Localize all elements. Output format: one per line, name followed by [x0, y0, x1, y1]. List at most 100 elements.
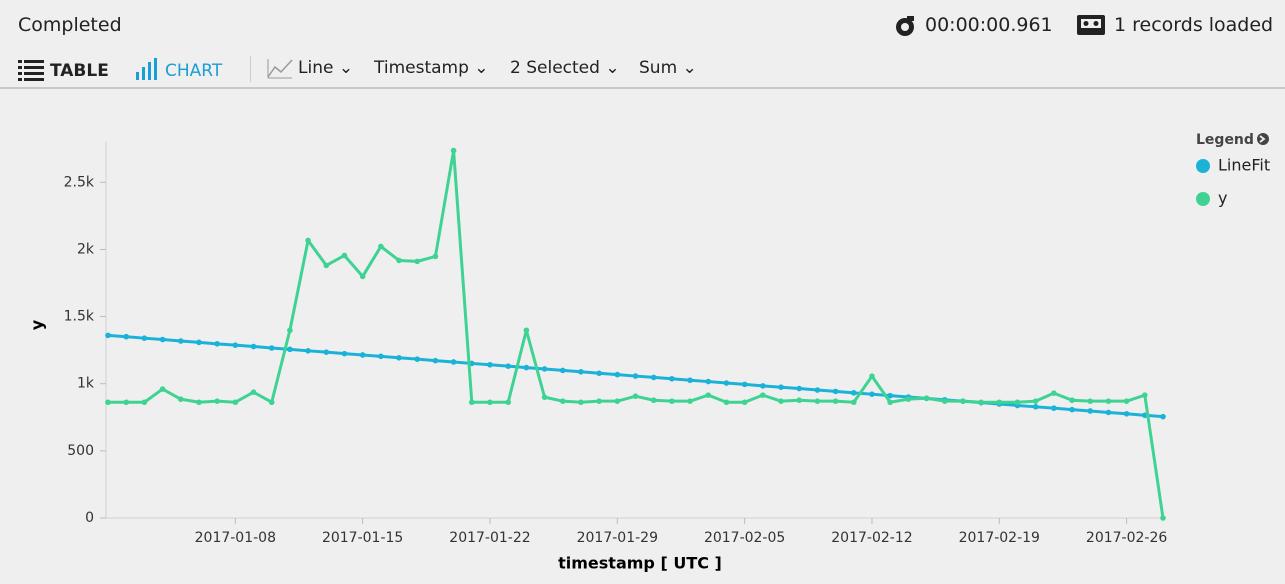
point [305, 348, 311, 354]
point [123, 399, 129, 406]
point [614, 371, 621, 378]
x-tick-label: 2017-02-19 [959, 530, 1040, 546]
point [578, 368, 584, 375]
legend-swatch [1196, 159, 1210, 173]
point [760, 383, 766, 389]
point [1160, 515, 1166, 521]
point [596, 370, 602, 377]
point [1051, 405, 1057, 411]
series-line [108, 149, 1165, 519]
y-columns-dropdown[interactable]: 2 Selected ⌄ [510, 58, 620, 78]
point [196, 399, 202, 406]
point [741, 381, 748, 388]
point [177, 338, 184, 344]
y-tick-label: 2.5k [64, 174, 95, 190]
point [1105, 409, 1112, 416]
point [814, 387, 821, 393]
point [523, 327, 530, 334]
elapsed-time: 00:00:00.961 [925, 14, 1053, 36]
point [250, 389, 257, 395]
point [287, 346, 293, 353]
point [305, 237, 311, 244]
point [541, 366, 548, 372]
point [1051, 390, 1057, 396]
point [760, 392, 766, 398]
point [159, 336, 166, 343]
point [105, 332, 111, 339]
point [778, 398, 784, 404]
point [632, 393, 639, 400]
legend-label: LineFit [1218, 156, 1270, 175]
point [487, 361, 493, 368]
point [796, 397, 803, 404]
point [323, 349, 330, 355]
point [214, 398, 220, 404]
y-axis-label: y [28, 319, 47, 330]
point [432, 357, 439, 364]
point [123, 333, 129, 340]
legend-label: y [1218, 189, 1227, 208]
point [650, 374, 657, 381]
point [1087, 408, 1094, 414]
x-column-dropdown[interactable]: Timestamp ⌄ [374, 58, 489, 78]
x-column: Timestamp [374, 58, 469, 78]
point [905, 396, 912, 402]
point [669, 375, 675, 382]
chart-type-dropdown[interactable]: Line ⌄ [298, 58, 354, 78]
point [650, 397, 657, 404]
point [378, 243, 384, 250]
aggregation-dropdown[interactable]: Sum ⌄ [639, 58, 697, 78]
chart-tab[interactable]: CHART [165, 61, 223, 81]
y-tick-label: 1.5k [64, 309, 95, 325]
point [923, 395, 930, 402]
point [832, 398, 839, 404]
point [850, 390, 857, 396]
x-tick-label: 2017-01-15 [322, 530, 403, 546]
legend-arrow [1259, 135, 1266, 143]
point [778, 384, 784, 391]
y-tick-label: 2k [77, 241, 95, 257]
separator [250, 56, 251, 82]
point [1014, 399, 1021, 406]
point [232, 342, 239, 348]
point [141, 399, 148, 406]
point [1087, 398, 1094, 404]
point [1069, 406, 1075, 413]
legend-swatch [1196, 192, 1210, 206]
point [850, 399, 857, 406]
point [1069, 397, 1075, 404]
point [578, 399, 584, 406]
point [723, 380, 730, 386]
point [996, 399, 1003, 406]
point [705, 392, 712, 398]
point [159, 386, 166, 392]
point [869, 373, 875, 379]
point [541, 394, 548, 400]
point [487, 399, 493, 406]
x-tick-label: 2017-02-12 [831, 530, 912, 546]
point [432, 253, 439, 260]
line-icon [267, 59, 293, 79]
status: Completed [18, 14, 122, 36]
point [414, 258, 421, 265]
point [378, 353, 384, 360]
point [268, 399, 275, 406]
records-loaded: 1 records loaded [1114, 14, 1274, 36]
toolbar-border [0, 87, 1285, 89]
aggregation: Sum [639, 58, 678, 78]
legend-title: Legend [1196, 132, 1254, 148]
point [832, 388, 839, 395]
records-icon [1077, 15, 1105, 35]
point [887, 392, 893, 399]
timer-icon [896, 16, 914, 36]
table-tab[interactable]: TABLE [50, 61, 109, 81]
point [450, 147, 457, 154]
point [741, 399, 748, 406]
chart-type: Line [298, 58, 334, 78]
point [396, 354, 402, 361]
point [596, 398, 602, 404]
point [523, 364, 530, 371]
point [559, 367, 566, 374]
